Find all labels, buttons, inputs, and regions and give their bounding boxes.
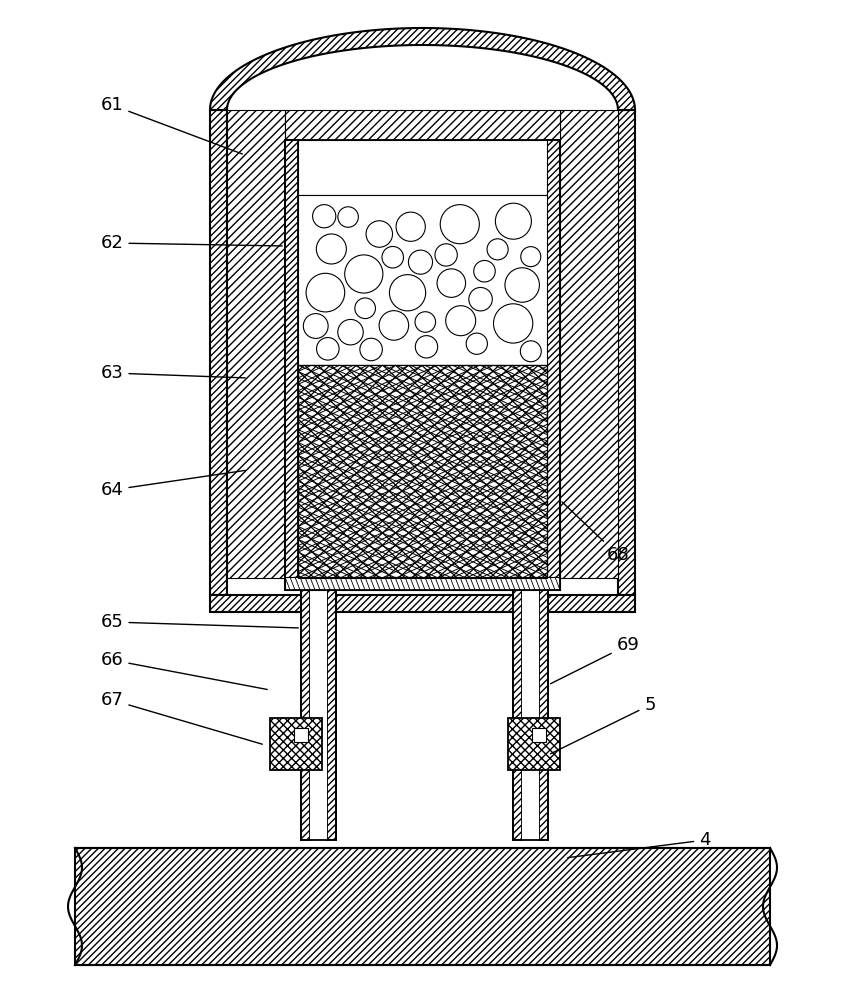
Circle shape [435,244,457,266]
Bar [547,140,560,590]
Bar [285,577,560,590]
Circle shape [487,239,508,260]
Polygon shape [210,28,635,110]
Bar [301,590,310,840]
Text: 5: 5 [550,696,656,754]
Circle shape [303,314,328,338]
Bar [301,590,336,840]
Text: 61: 61 [100,96,242,154]
Text: 4: 4 [568,831,711,858]
Circle shape [382,246,403,268]
Bar [298,365,547,578]
Circle shape [338,207,359,227]
Circle shape [437,269,466,297]
Bar [327,590,336,840]
Bar [270,718,322,770]
Text: 63: 63 [100,364,246,382]
Text: 67: 67 [100,691,262,744]
Bar [227,110,285,578]
Bar [285,110,560,140]
Circle shape [316,234,346,264]
Circle shape [366,221,392,247]
Bar [539,590,548,840]
Bar [618,110,635,595]
Circle shape [446,306,476,336]
Circle shape [312,205,336,228]
Bar [532,728,546,742]
Circle shape [473,260,495,282]
Circle shape [495,203,532,239]
Bar [298,365,547,578]
Circle shape [389,275,425,311]
Circle shape [408,250,432,274]
Circle shape [354,298,376,319]
Circle shape [360,338,382,361]
Circle shape [521,341,541,362]
Circle shape [441,205,479,244]
Bar [513,590,522,840]
Bar [298,365,547,578]
Circle shape [521,247,541,267]
Bar [285,140,560,590]
Bar [560,110,618,578]
Circle shape [306,273,344,312]
Bar [75,848,770,965]
Bar [513,590,548,840]
Bar [294,728,308,742]
Text: 66: 66 [100,651,268,689]
Bar [508,718,560,770]
Circle shape [466,333,488,354]
Bar [285,140,298,590]
Circle shape [415,312,436,332]
Circle shape [344,255,383,293]
Circle shape [415,336,438,358]
Bar [522,590,539,840]
Bar [298,140,547,195]
Bar [210,595,635,612]
Circle shape [468,287,492,311]
Circle shape [505,268,539,302]
Circle shape [379,311,408,340]
Circle shape [316,338,339,360]
Bar [210,110,227,595]
Text: 65: 65 [100,613,298,631]
Bar [310,590,327,840]
Circle shape [396,212,425,241]
Text: 62: 62 [100,234,282,252]
Bar [298,195,547,365]
Text: 64: 64 [100,470,246,499]
Text: 68: 68 [562,502,630,564]
Circle shape [338,319,363,345]
Circle shape [494,304,533,343]
Text: 69: 69 [550,636,640,684]
